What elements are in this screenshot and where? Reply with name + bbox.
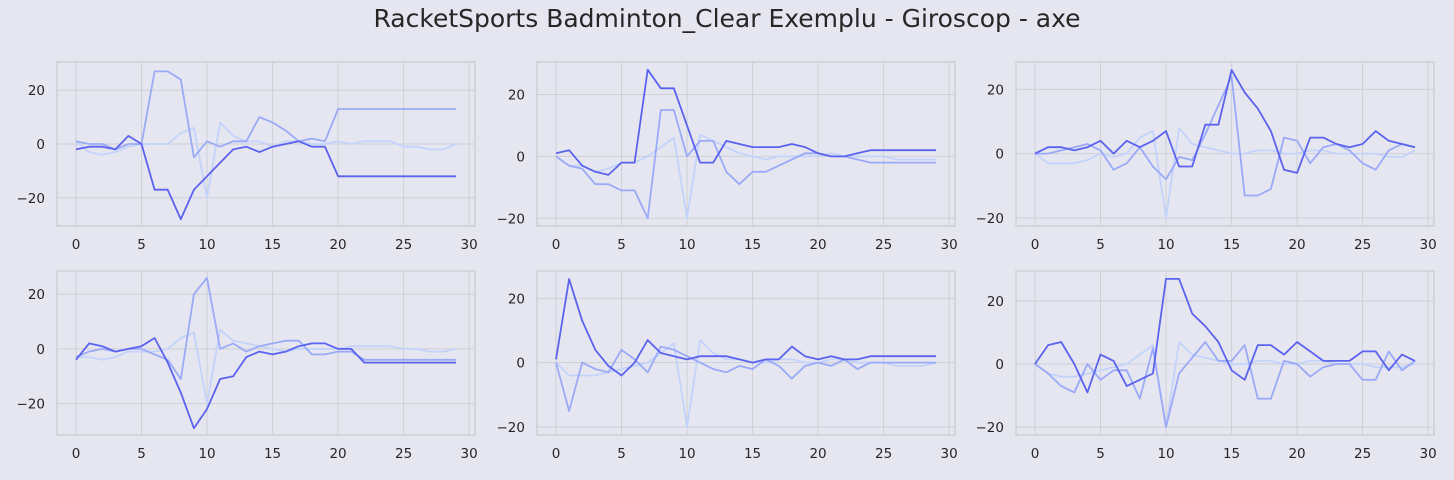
plot-area <box>1016 62 1434 226</box>
x-tick-label: 30 <box>461 237 478 253</box>
x-tick-label: 5 <box>137 237 146 253</box>
x-tick-label: 25 <box>875 446 892 462</box>
x-tick-label: 0 <box>72 237 81 253</box>
series-line-1 <box>1034 277 1416 394</box>
x-tick-label: 10 <box>678 237 695 253</box>
y-tick-label: 20 <box>28 83 45 99</box>
subplot-4: 0 5 10 15 20 25 30 −20 0 20 <box>17 270 478 462</box>
x-tick-label: 25 <box>395 446 412 462</box>
x-tick-label: 15 <box>264 237 281 253</box>
x-tick-label: 15 <box>264 446 281 462</box>
y-tick-label: 20 <box>987 82 1004 98</box>
y-tick-label: −20 <box>17 397 46 413</box>
series-line-2 <box>75 276 456 380</box>
plot-area <box>537 271 955 435</box>
x-tick-label: 20 <box>809 237 826 253</box>
plot-frame <box>536 270 956 436</box>
x-tick-label: 30 <box>461 446 478 462</box>
series-line-2 <box>1034 341 1416 429</box>
y-tick-label: 0 <box>36 342 45 358</box>
x-tick-label: 15 <box>1223 237 1240 253</box>
series-line-2 <box>555 345 936 412</box>
x-tick-label: 25 <box>395 237 412 253</box>
x-tick-label: 30 <box>941 446 958 462</box>
x-tick-label: 15 <box>744 237 761 253</box>
plot-area <box>1016 271 1434 435</box>
plot-frame <box>1015 270 1435 436</box>
y-tick-label: −20 <box>497 211 526 227</box>
plot-frame <box>56 270 476 436</box>
series-line-1 <box>75 337 456 430</box>
x-tick-label: 0 <box>552 237 561 253</box>
series-line-1 <box>555 278 936 377</box>
x-tick-label: 20 <box>329 446 346 462</box>
x-tick-label: 5 <box>137 446 146 462</box>
plot-frame <box>56 61 476 227</box>
subplot-3: 0 5 10 15 20 25 30 −20 0 20 <box>976 61 1437 253</box>
plot-frame <box>536 61 956 227</box>
y-tick-label: 20 <box>508 291 525 307</box>
x-tick-label: 10 <box>198 237 215 253</box>
x-tick-label: 30 <box>941 237 958 253</box>
subplot-1: 0 5 10 15 20 25 30 −20 0 20 <box>17 61 478 253</box>
x-tick-label: 10 <box>1157 446 1174 462</box>
subplot-6: 0 5 10 15 20 25 30 −20 0 20 <box>976 270 1437 462</box>
x-tick-label: 10 <box>198 446 215 462</box>
x-tick-label: 15 <box>1223 446 1240 462</box>
y-tick-label: 0 <box>516 356 525 372</box>
x-tick-label: 5 <box>617 446 626 462</box>
series-line-1 <box>75 134 456 221</box>
y-tick-label: 0 <box>995 147 1004 163</box>
plot-frame <box>1015 61 1435 227</box>
x-tick-label: 25 <box>875 237 892 253</box>
x-tick-label: 20 <box>809 446 826 462</box>
subplot-5: 0 5 10 15 20 25 30 −20 0 20 <box>497 270 958 462</box>
series-line-3 <box>76 328 457 405</box>
x-tick-label: 5 <box>617 237 626 253</box>
y-tick-label: −20 <box>976 420 1005 436</box>
y-tick-label: −20 <box>976 211 1005 227</box>
series-line-2 <box>555 109 936 220</box>
x-tick-label: 20 <box>1288 446 1305 462</box>
y-tick-label: −20 <box>497 420 526 436</box>
y-tick-label: 20 <box>508 87 525 103</box>
x-tick-label: 25 <box>1354 446 1371 462</box>
figure-title: RacketSports Badminton_Clear Exemplu - G… <box>373 4 1081 33</box>
x-tick-label: 5 <box>1096 446 1105 462</box>
subplot-2: 0 5 10 15 20 25 30 −20 0 20 <box>497 61 958 253</box>
x-tick-label: 0 <box>1031 237 1040 253</box>
y-tick-label: 20 <box>28 287 45 303</box>
x-tick-label: 20 <box>1288 237 1305 253</box>
y-tick-label: 0 <box>516 149 525 165</box>
y-tick-label: 20 <box>987 294 1004 310</box>
y-tick-label: 0 <box>36 137 45 153</box>
series-line-3 <box>1034 341 1416 429</box>
x-tick-label: 10 <box>678 446 695 462</box>
x-tick-label: 10 <box>1157 237 1174 253</box>
y-tick-label: −20 <box>17 191 46 207</box>
x-tick-label: 0 <box>72 446 81 462</box>
x-tick-label: 30 <box>1420 446 1437 462</box>
y-tick-label: 0 <box>995 357 1004 373</box>
x-tick-label: 0 <box>552 446 561 462</box>
x-tick-label: 5 <box>1096 237 1105 253</box>
series-line-2 <box>1035 75 1416 197</box>
x-tick-label: 30 <box>1420 237 1437 253</box>
x-tick-label: 20 <box>329 237 346 253</box>
series-line-1 <box>1034 69 1416 174</box>
x-tick-label: 0 <box>1031 446 1040 462</box>
x-tick-label: 15 <box>744 446 761 462</box>
x-tick-label: 25 <box>1354 237 1371 253</box>
series-line-2 <box>75 70 456 159</box>
plot-area <box>537 62 955 226</box>
series-line-1 <box>555 68 936 176</box>
